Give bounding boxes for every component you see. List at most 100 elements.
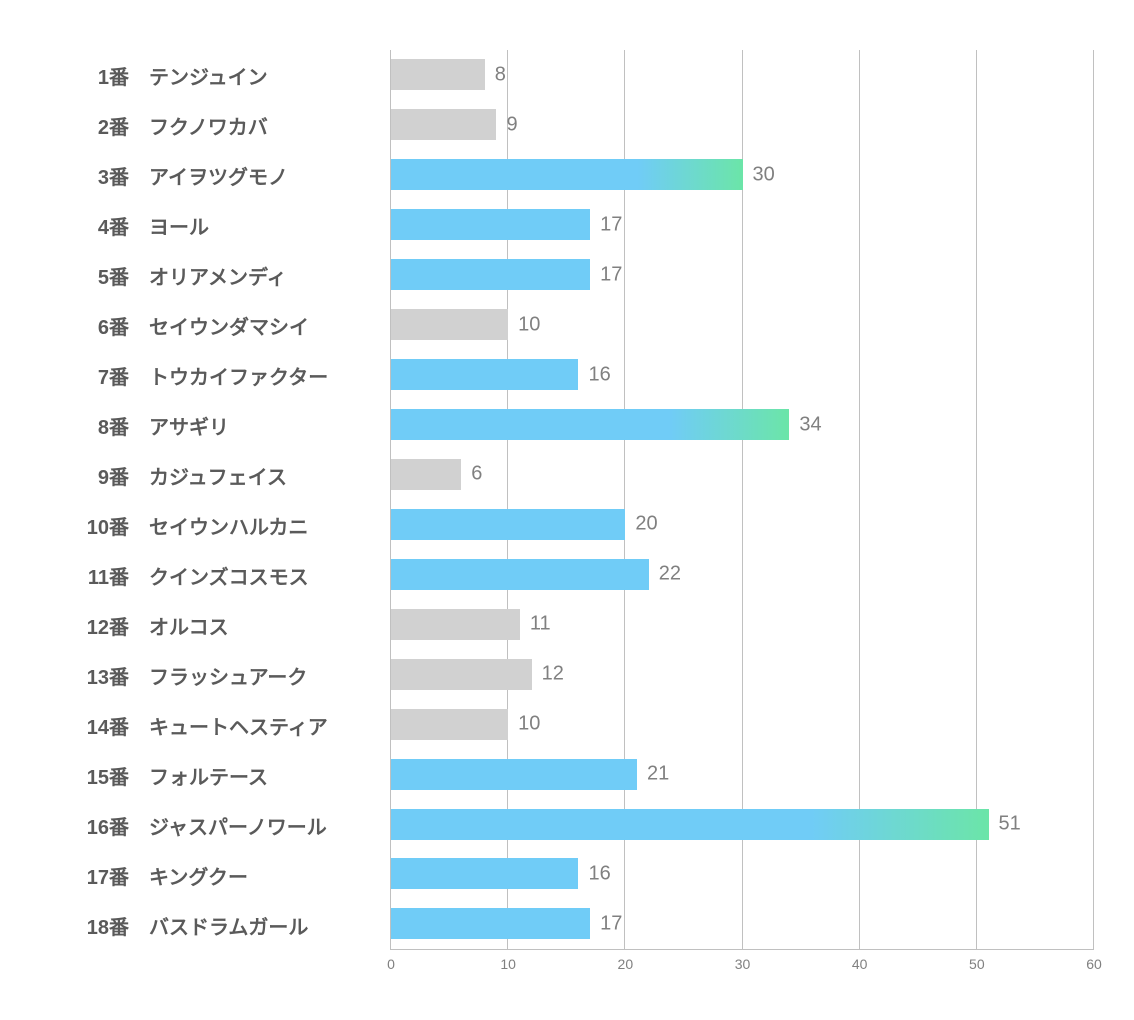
- y-label-row: 3番アイヲツグモノ: [20, 150, 390, 200]
- entry-name: フォルテース: [135, 761, 268, 790]
- bar: 17: [391, 209, 590, 240]
- y-label-row: 15番フォルテース: [20, 750, 390, 800]
- entry-number: 4番: [50, 211, 135, 240]
- bar-value: 51: [999, 813, 1021, 836]
- bar: 34: [391, 409, 789, 440]
- y-label-row: 6番セイウンダマシイ: [20, 300, 390, 350]
- y-label-row: 13番フラッシュアーク: [20, 650, 390, 700]
- x-tick: 40: [852, 956, 868, 972]
- entry-name: セイウンハルカニ: [135, 511, 308, 540]
- entry-name: ヨール: [135, 211, 209, 240]
- bar-row: 11: [391, 599, 1094, 649]
- y-label-row: 11番クインズコスモス: [20, 550, 390, 600]
- entry-number: 13番: [50, 661, 135, 690]
- y-label-row: 5番オリアメンディ: [20, 250, 390, 300]
- bars-list: 893017171016346202211121021511617: [391, 50, 1094, 949]
- entry-number: 16番: [50, 811, 135, 840]
- bar-row: 21: [391, 749, 1094, 799]
- bar-value: 17: [600, 213, 622, 236]
- bar-value: 9: [506, 113, 517, 136]
- bar-row: 17: [391, 899, 1094, 949]
- bar: 10: [391, 709, 508, 740]
- bar-value: 10: [518, 313, 540, 336]
- y-label-row: 10番セイウンハルカニ: [20, 500, 390, 550]
- bar: 17: [391, 908, 590, 939]
- bar: 16: [391, 359, 578, 390]
- x-tick: 50: [969, 956, 985, 972]
- y-label-row: 12番オルコス: [20, 600, 390, 650]
- bar-value: 6: [471, 463, 482, 486]
- y-label-row: 1番テンジュイン: [20, 50, 390, 100]
- bar: 9: [391, 109, 496, 140]
- bar: 20: [391, 509, 625, 540]
- entry-number: 17番: [50, 861, 135, 890]
- entry-number: 6番: [50, 311, 135, 340]
- x-tick: 30: [735, 956, 751, 972]
- y-label-row: 9番カジュフェイス: [20, 450, 390, 500]
- entry-name: ジャスパーノワール: [135, 811, 327, 840]
- y-label-row: 4番ヨール: [20, 200, 390, 250]
- bar-value: 17: [600, 263, 622, 286]
- entry-name: セイウンダマシイ: [135, 311, 309, 340]
- bar: 11: [391, 609, 520, 640]
- bar: 22: [391, 559, 649, 590]
- bar: 10: [391, 309, 508, 340]
- entry-number: 18番: [50, 911, 135, 940]
- y-label-row: 7番トウカイファクター: [20, 350, 390, 400]
- y-label-row: 17番キングクー: [20, 850, 390, 900]
- entry-number: 15番: [50, 761, 135, 790]
- bar-value: 12: [542, 663, 564, 686]
- bar: 21: [391, 759, 637, 790]
- entry-name: バスドラムガール: [135, 911, 308, 940]
- x-tick: 20: [618, 956, 634, 972]
- bar-value: 21: [647, 763, 669, 786]
- bar: 12: [391, 659, 532, 690]
- bar: 6: [391, 459, 461, 490]
- bar: 17: [391, 259, 590, 290]
- bar-row: 20: [391, 499, 1094, 549]
- bar: 30: [391, 159, 743, 190]
- bar-value: 20: [635, 513, 657, 536]
- bar-row: 10: [391, 699, 1094, 749]
- y-label-row: 8番アサギリ: [20, 400, 390, 450]
- entry-name: テンジュイン: [135, 61, 268, 90]
- bar-value: 30: [753, 163, 775, 186]
- bar-row: 51: [391, 799, 1094, 849]
- bar-row: 17: [391, 250, 1094, 300]
- y-label-row: 14番キュートヘスティア: [20, 700, 390, 750]
- entry-name: オリアメンディ: [135, 261, 287, 290]
- x-tick: 10: [500, 956, 516, 972]
- bar-row: 16: [391, 849, 1094, 899]
- bar-value: 16: [588, 363, 610, 386]
- bar-value: 11: [530, 613, 551, 636]
- x-axis: 0102030405060: [390, 950, 1094, 980]
- bars-area: 893017171016346202211121021511617: [390, 50, 1094, 950]
- entry-name: アイヲツグモノ: [135, 161, 288, 190]
- bar-value: 17: [600, 912, 622, 935]
- plot-area: 893017171016346202211121021511617 010203…: [390, 50, 1094, 980]
- y-axis-labels: 1番テンジュイン2番フクノワカバ3番アイヲツグモノ4番ヨール5番オリアメンディ6…: [20, 50, 390, 980]
- bar-value: 8: [495, 63, 506, 86]
- entry-name: カジュフェイス: [135, 461, 287, 490]
- entry-number: 9番: [50, 461, 135, 490]
- x-tick: 0: [387, 956, 395, 972]
- bar-row: 10: [391, 300, 1094, 350]
- entry-number: 14番: [50, 711, 135, 740]
- bar-row: 6: [391, 450, 1094, 500]
- bar-row: 9: [391, 100, 1094, 150]
- y-label-row: 18番バスドラムガール: [20, 900, 390, 950]
- entry-number: 1番: [50, 61, 135, 90]
- bar-row: 34: [391, 400, 1094, 450]
- entry-number: 5番: [50, 261, 135, 290]
- bar-row: 12: [391, 649, 1094, 699]
- bar: 16: [391, 858, 578, 889]
- bar-value: 10: [518, 713, 540, 736]
- entry-number: 8番: [50, 411, 135, 440]
- entry-name: フラッシュアーク: [135, 661, 307, 690]
- bar-value: 16: [588, 862, 610, 885]
- y-label-row: 2番フクノワカバ: [20, 100, 390, 150]
- entry-name: トウカイファクター: [135, 361, 328, 390]
- entry-number: 2番: [50, 111, 135, 140]
- bar: 8: [391, 59, 485, 90]
- bar-row: 17: [391, 200, 1094, 250]
